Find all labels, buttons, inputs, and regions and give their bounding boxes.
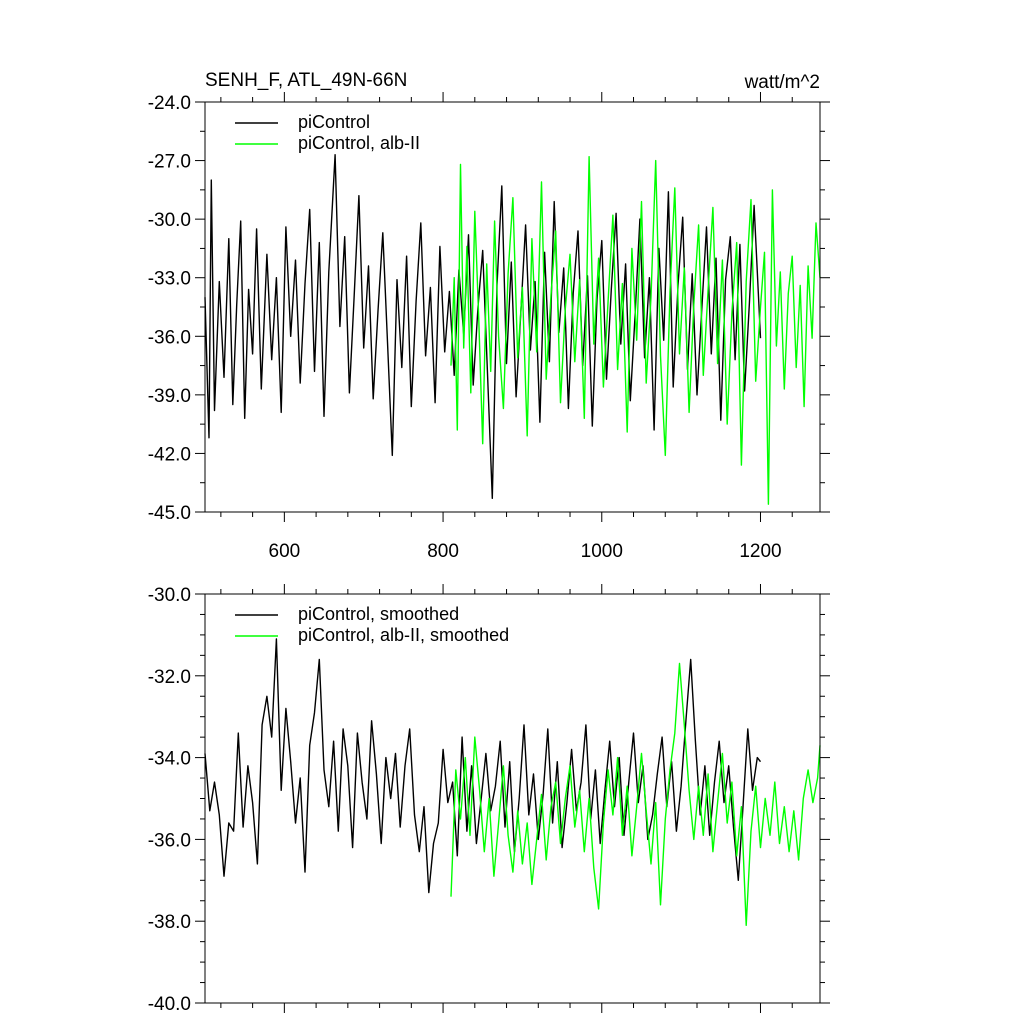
series-line-top-1 [450, 155, 821, 505]
series-line-bottom-1 [450, 662, 821, 926]
y-tick-label: -32.0 [148, 667, 191, 688]
series-line-bottom-0 [204, 638, 762, 894]
y-tick-label: -38.0 [148, 912, 191, 933]
chart-units-label: watt/m^2 [744, 72, 820, 93]
x-tick-label: 800 [427, 541, 459, 562]
y-tick-label: -40.0 [148, 994, 191, 1015]
legend-label: piControl, alb-II, smoothed [298, 625, 509, 645]
y-tick-label: -36.0 [148, 327, 191, 348]
y-tick-label: -39.0 [148, 386, 191, 407]
y-tick-label: -30.0 [148, 210, 191, 231]
x-tick-label: 1200 [739, 541, 781, 562]
y-tick-label: -33.0 [148, 269, 191, 290]
bottom-chart-panel: -40.0 -38.0 -36.0 -34.0 -32.0 -30.0 piControl,… [148, 584, 830, 1015]
chart-title-left: SENH_F, ATL_49N-66N [205, 70, 407, 91]
plot-frame [204, 593, 821, 1004]
y-tick-label: -45.0 [148, 503, 191, 524]
x-tick-label: 1000 [581, 541, 623, 562]
y-tick-label: -24.0 [148, 93, 191, 114]
y-tick-label: -27.0 [148, 152, 191, 173]
legend-label: piControl, alb-II [298, 133, 420, 153]
top-chart-panel: -45.0 -42.0 -39.0 -36.0 -33.0 -30.0 -27.0 -24.0… [148, 92, 830, 562]
legend-label: piControl, smoothed [298, 604, 459, 624]
y-tick-label: -34.0 [148, 749, 191, 770]
y-tick-label: -36.0 [148, 830, 191, 851]
y-tick-label: -42.0 [148, 444, 191, 465]
series-line-top-0 [204, 153, 762, 499]
legend-label: piControl [298, 112, 370, 132]
y-tick-label: -30.0 [148, 585, 191, 606]
x-tick-label: 600 [269, 541, 301, 562]
